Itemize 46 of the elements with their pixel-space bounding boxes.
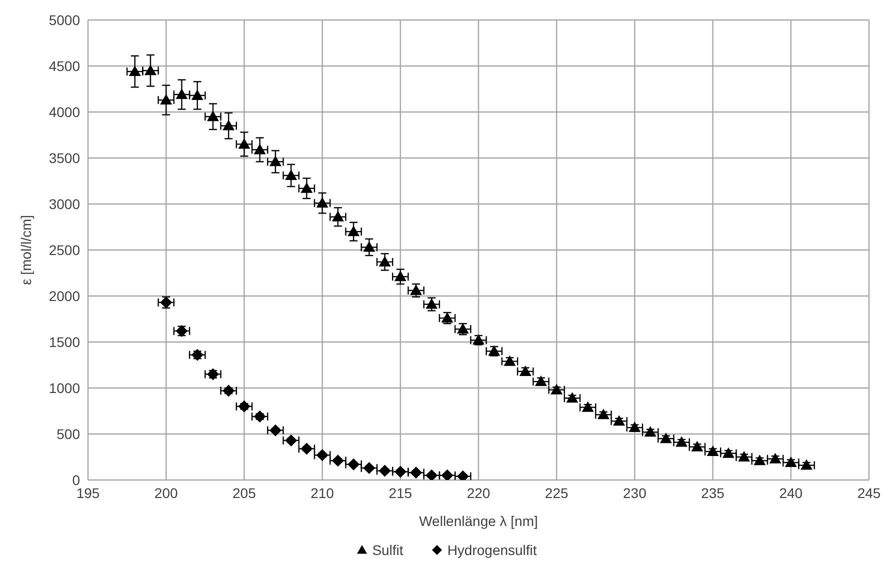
legend-label: Sulfit <box>372 542 404 558</box>
point <box>348 226 360 236</box>
point <box>206 110 219 122</box>
x-tick-label: 215 <box>388 484 412 501</box>
point <box>363 241 376 252</box>
y-tick-label: 1000 <box>48 380 80 396</box>
y-tick-label: 3500 <box>48 150 80 166</box>
point <box>285 169 298 180</box>
point <box>332 210 344 222</box>
point <box>378 256 391 266</box>
point <box>300 182 313 193</box>
x-axis-title: Wellenlänge λ [nm] <box>419 513 538 529</box>
point <box>254 144 266 154</box>
x-tick-label: 210 <box>310 484 334 501</box>
y-tick-label: 1500 <box>48 334 80 350</box>
point <box>254 410 266 423</box>
y-tick-label: 3000 <box>48 196 80 212</box>
y-tick-label: 2000 <box>48 288 80 304</box>
point <box>394 270 406 282</box>
y-tick-label: 5000 <box>48 12 80 28</box>
point <box>691 440 704 452</box>
y-axis-title: ε [mol/l/cm] <box>18 214 34 286</box>
x-tick-label: 230 <box>623 484 647 501</box>
y-tick-label: 2500 <box>48 242 80 258</box>
y-tick-label: 500 <box>56 426 80 442</box>
x-tick-label: 200 <box>154 484 178 501</box>
point <box>582 401 594 412</box>
point <box>316 197 328 208</box>
point <box>222 384 235 397</box>
x-tick-label: 205 <box>232 484 256 501</box>
y-tick-label: 4000 <box>48 104 80 120</box>
x-tick-label: 235 <box>701 484 725 501</box>
point <box>222 120 235 130</box>
x-tick-label: 220 <box>466 484 490 501</box>
x-tick-label: 240 <box>779 484 803 501</box>
x-tick-label: 245 <box>857 484 881 501</box>
point <box>238 400 250 412</box>
point <box>566 392 578 403</box>
y-tick-label: 4500 <box>48 58 80 74</box>
legend-label: Hydrogensulfit <box>447 542 537 558</box>
point <box>269 424 282 436</box>
point <box>426 298 438 309</box>
point <box>410 284 422 295</box>
x-tick-label: 225 <box>544 484 568 501</box>
point <box>269 156 282 166</box>
point <box>519 365 532 376</box>
